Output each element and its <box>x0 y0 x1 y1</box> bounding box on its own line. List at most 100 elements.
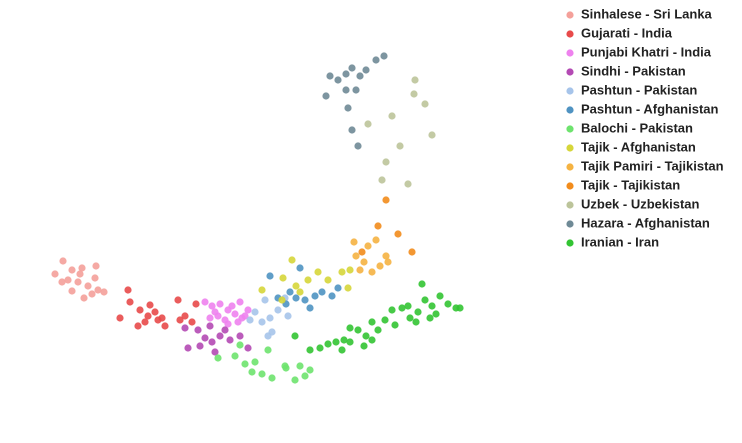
point <box>360 258 368 266</box>
point <box>388 112 396 120</box>
legend-label: Tajik Pamiri - Tajikistan <box>581 158 724 173</box>
point <box>360 342 368 350</box>
point <box>226 336 234 344</box>
point <box>266 314 274 322</box>
point <box>418 280 426 288</box>
point <box>231 352 239 360</box>
point <box>181 324 189 332</box>
point <box>428 131 436 139</box>
point <box>414 308 422 316</box>
point <box>354 326 362 334</box>
point <box>59 257 67 265</box>
point <box>84 282 92 290</box>
point <box>384 258 392 266</box>
point <box>428 302 436 310</box>
point <box>192 300 200 308</box>
point <box>288 256 296 264</box>
point <box>426 314 434 322</box>
point <box>338 346 346 354</box>
point <box>211 308 219 316</box>
legend-label: Balochi - Pakistan <box>581 120 693 135</box>
point <box>382 252 390 260</box>
point <box>311 292 319 300</box>
point <box>64 276 72 284</box>
legend-label: Hazara - Afghanistan <box>581 215 710 230</box>
point <box>348 126 356 134</box>
point <box>342 86 350 94</box>
point <box>368 336 376 344</box>
point <box>456 304 464 312</box>
point <box>301 372 309 380</box>
point <box>286 288 294 296</box>
point <box>348 64 356 72</box>
point <box>318 288 326 296</box>
point <box>376 262 384 270</box>
point <box>352 86 360 94</box>
point <box>344 284 352 292</box>
point <box>136 306 144 314</box>
point <box>421 296 429 304</box>
point <box>206 314 214 322</box>
point <box>291 376 299 384</box>
point <box>181 312 189 320</box>
point <box>296 288 304 296</box>
point <box>146 301 154 309</box>
point <box>404 302 412 310</box>
point <box>296 264 304 272</box>
point <box>68 287 76 295</box>
point <box>201 298 209 306</box>
legend-marker <box>566 11 574 19</box>
point <box>231 310 239 318</box>
point <box>324 340 332 348</box>
point <box>274 306 282 314</box>
point <box>301 296 309 304</box>
point <box>291 332 299 340</box>
point <box>328 292 336 300</box>
legend-marker <box>566 106 574 114</box>
point <box>342 70 350 78</box>
point <box>116 314 124 322</box>
point <box>278 296 286 304</box>
point <box>68 266 76 274</box>
legend-marker <box>566 87 574 95</box>
point <box>362 332 370 340</box>
point <box>382 196 390 204</box>
point <box>251 308 259 316</box>
point <box>258 370 266 378</box>
point <box>91 274 99 282</box>
point <box>374 326 382 334</box>
legend-marker <box>566 239 574 247</box>
point <box>236 332 244 340</box>
legend-label: Pashtun - Pakistan <box>581 82 697 97</box>
point <box>356 266 364 274</box>
point <box>234 318 242 326</box>
point <box>176 316 184 324</box>
point <box>184 344 192 352</box>
point <box>296 362 304 370</box>
legend-marker <box>566 220 574 228</box>
point <box>432 310 440 318</box>
point <box>374 222 382 230</box>
point <box>372 56 380 64</box>
point <box>188 318 196 326</box>
legend-marker <box>566 182 574 190</box>
point <box>196 342 204 350</box>
point <box>368 268 376 276</box>
point <box>76 270 84 278</box>
point <box>444 300 452 308</box>
point <box>124 286 132 294</box>
point <box>161 322 169 330</box>
point <box>216 332 224 340</box>
point <box>258 318 266 326</box>
point <box>334 284 342 292</box>
point <box>78 264 86 272</box>
point <box>380 52 388 60</box>
point <box>281 362 289 370</box>
point <box>354 142 362 150</box>
legend-marker <box>566 30 574 38</box>
point <box>51 270 59 278</box>
point <box>332 338 340 346</box>
point <box>154 316 162 324</box>
point <box>388 306 396 314</box>
point <box>378 176 386 184</box>
